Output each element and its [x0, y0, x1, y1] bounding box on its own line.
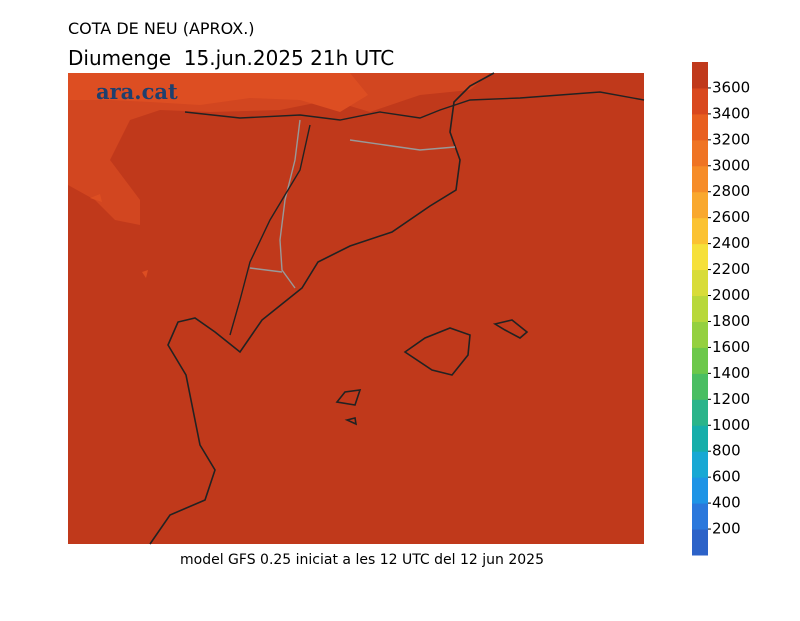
color-bin: [692, 295, 708, 322]
tick-label: 600: [712, 468, 741, 486]
color-bin: [692, 451, 708, 478]
tick-label: 1800: [712, 312, 750, 330]
region-border: [249, 119, 456, 289]
subtitle: Diumenge 15.jun.2025 21h UTC: [68, 46, 394, 70]
tick-label: 3600: [712, 78, 750, 96]
title: COTA DE NEU (APROX.): [68, 19, 255, 38]
color-bin: [692, 191, 708, 219]
tick-label: 3000: [712, 156, 750, 174]
logo: ara.cat: [96, 79, 178, 104]
tick-label: 2600: [712, 208, 750, 226]
tick-label: 3200: [712, 130, 750, 148]
color-bin: [692, 217, 708, 245]
border: [184, 91, 645, 121]
color-bin: [692, 139, 708, 167]
color-bin: [692, 503, 708, 530]
color-bin: [692, 529, 708, 556]
color-bin: [692, 477, 708, 504]
tick-label: 200: [712, 520, 741, 538]
coastline: [149, 72, 495, 545]
island: [335, 389, 362, 426]
color-bin: [692, 165, 708, 193]
color-bin: [692, 269, 708, 297]
color-bin: [692, 87, 708, 115]
tick-label: 3400: [712, 104, 750, 122]
color-bin: [692, 243, 708, 271]
color-bin: [692, 62, 708, 89]
tick-label: 1200: [712, 390, 750, 408]
tick-label: 2400: [712, 234, 750, 252]
footer: model GFS 0.25 iniciat a les 12 UTC del …: [180, 552, 544, 568]
tick-label: 1600: [712, 338, 750, 356]
colorbar: 200 400 600 800 1000 1200 1400 1600 1800 2000 2200…: [692, 62, 750, 556]
color-bin: [692, 399, 708, 426]
tick-label: 2800: [712, 182, 750, 200]
island: [403, 327, 471, 376]
color-bin: [692, 113, 708, 141]
tick-label: 1000: [712, 416, 750, 434]
map: ara.cat: [68, 72, 645, 545]
field-contour: [68, 73, 368, 112]
tick-label: 400: [712, 494, 741, 512]
color-bin: [692, 321, 708, 348]
color-bin: [692, 347, 708, 374]
color-bin: [692, 425, 708, 452]
color-bin: [692, 373, 708, 400]
border: [229, 124, 311, 336]
tick-label: 800: [712, 442, 741, 460]
tick-label: 2000: [712, 286, 750, 304]
tick-label: 1400: [712, 364, 750, 382]
tick-label: 2200: [712, 260, 750, 278]
island: [492, 319, 529, 339]
map-field: [68, 73, 644, 544]
